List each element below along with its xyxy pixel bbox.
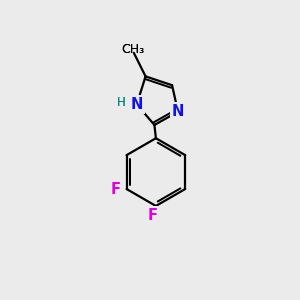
- Text: N: N: [172, 104, 184, 119]
- Text: F: F: [110, 182, 120, 196]
- Text: N: N: [130, 97, 143, 112]
- Text: N: N: [130, 97, 143, 112]
- Text: H: H: [117, 96, 126, 110]
- Text: H: H: [117, 96, 126, 110]
- Text: N: N: [172, 104, 184, 119]
- Text: CH₃: CH₃: [121, 44, 144, 56]
- Text: N: N: [130, 97, 143, 112]
- Text: F: F: [147, 208, 158, 223]
- Text: F: F: [147, 208, 158, 223]
- Text: N: N: [172, 104, 184, 119]
- Text: F: F: [110, 182, 120, 196]
- Text: CH₃: CH₃: [121, 44, 144, 56]
